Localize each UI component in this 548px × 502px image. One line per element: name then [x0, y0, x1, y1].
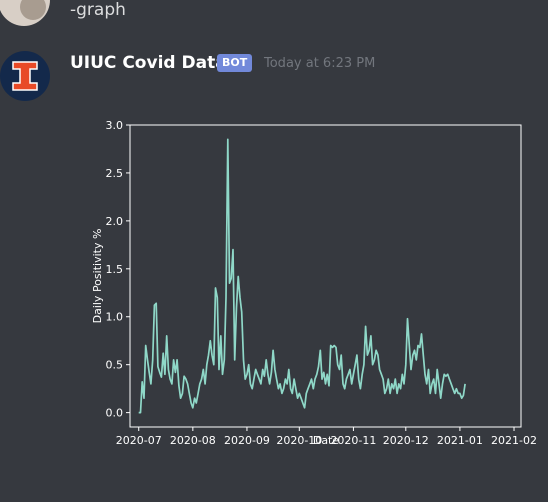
x-tick-label: 2020-08	[170, 434, 216, 447]
x-tick-label: 2020-09	[224, 434, 270, 447]
y-tick-label: 3.0	[106, 119, 124, 132]
bot-message: UIUC Covid Data BOT Today at 6:23 PM 0.0…	[0, 44, 548, 482]
y-axis-label: Daily Positivity %	[91, 229, 104, 324]
x-tick-label: 2021-02	[491, 434, 537, 447]
x-tick-label: 2021-01	[437, 434, 483, 447]
positivity-chart: 0.0 0.5 1.0 1.5 2.0 2.5 3.0 2020-07 2020-08 2020…	[91, 119, 537, 447]
plot-frame	[129, 124, 522, 428]
x-tick-label: 2020-12	[383, 434, 429, 447]
chart-image[interactable]: 0.0 0.5 1.0 1.5 2.0 2.5 3.0 2020-07 2020-08 2020…	[70, 108, 548, 502]
user-avatar[interactable]	[0, 0, 50, 26]
x-tick-label: 2020-07	[116, 434, 162, 447]
y-tick-label: 1.0	[106, 311, 124, 324]
bot-badge: BOT	[217, 54, 253, 72]
y-tick-label: 0.5	[106, 359, 124, 372]
previous-message: -graph	[0, 0, 548, 26]
x-tick-label: 2020-11	[330, 434, 376, 447]
x-axis-label: Date	[313, 434, 340, 447]
y-tick-label: 0.0	[106, 407, 124, 420]
y-tick-label: 1.5	[106, 263, 124, 276]
bot-author-name[interactable]: UIUC Covid Data	[70, 53, 227, 73]
illinois-block-i-icon	[12, 61, 38, 91]
x-tick-label: 2020-10	[276, 434, 322, 447]
y-tick-label: 2.0	[106, 215, 124, 228]
previous-message-text: -graph	[70, 0, 126, 20]
series-line	[138, 138, 466, 414]
bot-avatar[interactable]	[0, 51, 50, 101]
message-timestamp: Today at 6:23 PM	[264, 56, 376, 71]
y-tick-label: 2.5	[106, 167, 124, 180]
